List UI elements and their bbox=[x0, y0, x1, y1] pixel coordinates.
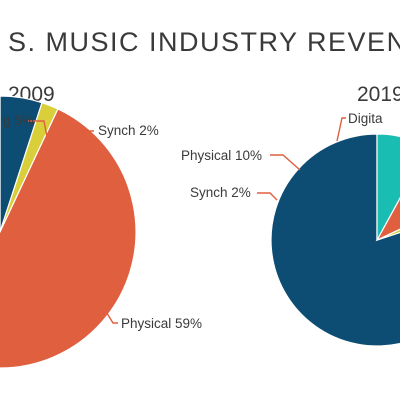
slice-label-2019-digital: Digita bbox=[348, 111, 383, 126]
slice-label-2019-physical: Physical 10% bbox=[181, 148, 262, 163]
pie-slice-2019-physical bbox=[375, 196, 400, 242]
slice-label-2019-synch: Synch 2% bbox=[190, 185, 251, 200]
pie-slice-2019-digital bbox=[376, 133, 400, 241]
leader-line-2009-streaming bbox=[28, 120, 48, 138]
pie-chart-2009: 2009 g 5%Synch 2%Physical 59% bbox=[0, 83, 202, 369]
leader-line-2009-physical bbox=[96, 296, 118, 324]
leader-line-2009-synch bbox=[71, 130, 94, 147]
slice-label-2009-streaming: g 5% bbox=[3, 113, 34, 128]
main-title: S. MUSIC INDUSTRY REVENUE bbox=[8, 27, 400, 57]
year-label-2019: 2019 bbox=[357, 83, 400, 106]
slice-label-2009-synch: Synch 2% bbox=[98, 123, 159, 138]
pie-chart-2019: 2019 Physical 10% Synch 2% Digita bbox=[181, 83, 400, 347]
pie-slice-2009-physical bbox=[0, 108, 137, 369]
leader-line-2019-physical bbox=[270, 154, 301, 171]
pie-slice-2019-streaming bbox=[270, 133, 400, 347]
leader-line-2019-digital bbox=[336, 117, 346, 142]
slice-label-2009-physical: Physical 59% bbox=[121, 316, 202, 331]
leader-line-2019-synch bbox=[257, 192, 278, 201]
